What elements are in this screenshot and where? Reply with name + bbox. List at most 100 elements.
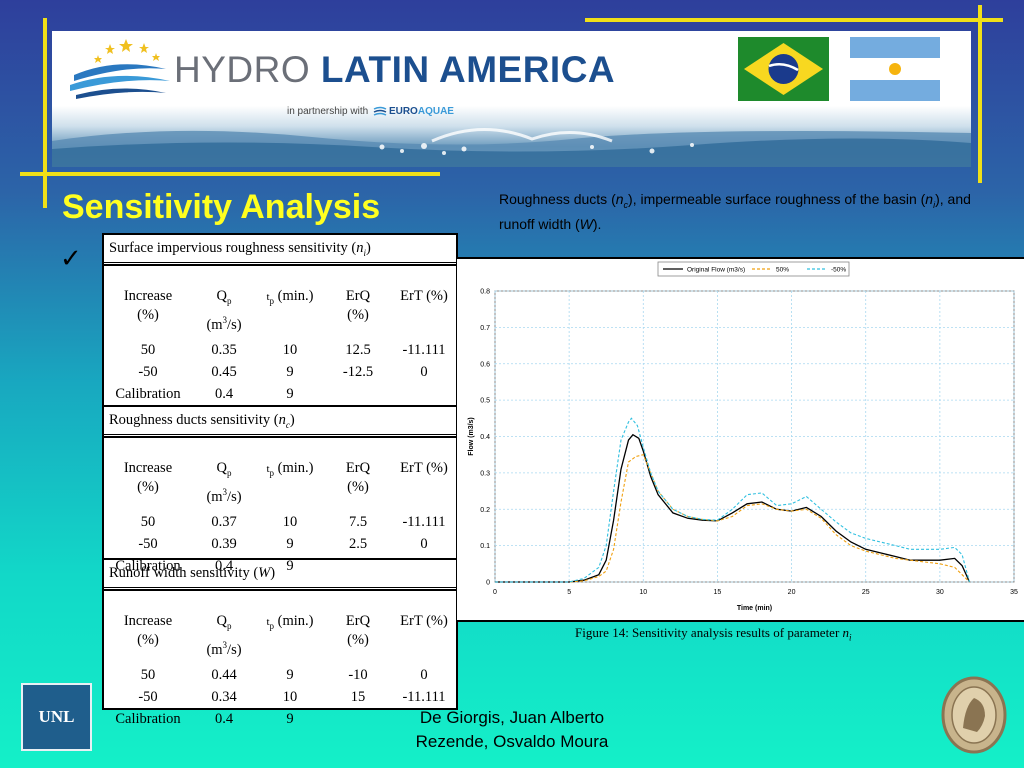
cell-ert: 0 — [420, 364, 428, 380]
cell-qp: 0.4 — [214, 386, 234, 402]
qp-symbol: Q — [216, 288, 227, 304]
col-header-unit: (m3/s) — [192, 483, 256, 507]
col-header-ert: ErT (%) — [392, 287, 456, 306]
qp-unit: (m — [206, 488, 223, 505]
tp-subscript: p — [269, 295, 275, 306]
y-tick-label: 0.2 — [480, 507, 490, 514]
section-title-close: ) — [270, 565, 276, 581]
col-header-erq: ErQ (%) — [324, 287, 392, 325]
qp-symbol: Q — [216, 460, 227, 476]
qp-superscript: 3 — [222, 639, 228, 650]
col-header-text: ErT (%) — [400, 613, 448, 629]
frame-line-left — [43, 18, 47, 208]
cell-tp: 10 — [282, 689, 298, 705]
partner-text: in partnership with EUROAQUAE — [287, 106, 454, 117]
x-tick-label: 0 — [493, 589, 497, 596]
col-header-unit: (%) — [347, 307, 369, 323]
col-header-increase: Increase (%) — [104, 612, 192, 650]
qp-unit: (m — [206, 641, 223, 658]
series-line-1 — [495, 454, 970, 583]
table-rule — [104, 589, 456, 591]
cell-erq: 7.5 — [348, 514, 368, 530]
legend-label: -50% — [831, 267, 846, 274]
cell-tp: 9 — [286, 386, 294, 402]
caption-param: n — [842, 625, 850, 640]
table-row: Calibration 0.4 9 — [104, 708, 456, 730]
col-header-text: Qp — [192, 459, 256, 483]
x-tick-label: 20 — [788, 589, 796, 596]
table-row: -50 0.39 9 2.5 0 — [104, 533, 456, 555]
qp-symbol: Q — [216, 613, 227, 629]
section-title-close: ) — [289, 412, 295, 428]
cell-ert: -11.111 — [402, 514, 446, 530]
brazil-flag — [738, 37, 829, 101]
col-header-text: Qp — [192, 287, 256, 311]
cell-increase: 50 — [140, 342, 156, 358]
col-header-unit: (%) — [137, 479, 159, 495]
argentina-flag — [850, 37, 940, 101]
section-title-2: Roughness ducts sensitivity (nc) — [104, 407, 456, 435]
qp-subscript: p — [226, 467, 232, 478]
tp-symbol: t — [266, 463, 270, 475]
tp-subscript: p — [269, 620, 275, 631]
cell-erq: 2.5 — [348, 536, 368, 552]
brand-hydro: HYDRO — [174, 49, 311, 90]
col-header-text: ErT (%) — [400, 460, 448, 476]
x-tick-label: 25 — [862, 589, 870, 596]
tp-unit: (min.) — [274, 460, 314, 476]
col-header-tp: tp (min.) — [256, 612, 324, 636]
partner-label: in partnership with — [287, 106, 369, 117]
flow-chart-svg: 0 5 10 15 20 25 30 35 0 0.1 0.2 0.3 0.4 0.5 0.6 0.7 0.8 T… — [468, 261, 1018, 612]
col-header-qp: Qp (m3/s) — [192, 287, 256, 335]
section-title-text: Roughness ducts sensitivity ( — [109, 412, 279, 428]
table-rule — [104, 405, 456, 407]
table-rule — [104, 264, 456, 266]
section-title-3: Runoff width sensitivity (W) — [104, 560, 456, 588]
table-row: 50 0.44 9 -10 0 — [104, 664, 456, 686]
col-header-unit: (m3/s) — [192, 311, 256, 335]
col-header-unit: (m3/s) — [192, 636, 256, 660]
col-header-text: ErT (%) — [400, 288, 448, 304]
author-2: Rezende, Osvaldo Moura — [415, 732, 609, 751]
col-header-erq: ErQ (%) — [324, 612, 392, 650]
tp-unit: (min.) — [274, 288, 314, 304]
cell-increase: 50 — [140, 514, 156, 530]
section-param: n — [356, 240, 364, 256]
legend-label: Original Flow (m3/s) — [687, 267, 745, 274]
col-header-increase: Increase (%) — [104, 459, 192, 497]
qp-unit-2: /s) — [227, 488, 242, 505]
slide-subtitle: Roughness ducts (nc), impermeable surfac… — [499, 190, 979, 234]
cell-tp: 9 — [286, 667, 294, 683]
figure-caption: Figure 14: Sensitivity analysis results … — [575, 625, 852, 643]
col-header-text: Increase — [123, 613, 173, 629]
col-header-qp: Qp (m3/s) — [192, 612, 256, 660]
y-tick-label: 0.4 — [480, 434, 490, 441]
y-tick-label: 0.1 — [480, 543, 490, 550]
col-header-ert: ErT (%) — [392, 612, 456, 631]
brand-title: HYDRO LATIN AMERICA — [174, 49, 615, 91]
cell-ert: 0 — [420, 536, 428, 552]
col-header-increase: Increase (%) — [104, 287, 192, 325]
partner-euro: EURO — [388, 106, 418, 117]
series-line-0 — [495, 433, 971, 583]
cell-ert: -11.111 — [402, 689, 446, 705]
cell-tp: 9 — [286, 536, 294, 552]
qp-superscript: 3 — [222, 486, 228, 497]
cell-qp: 0.39 — [211, 536, 237, 552]
brazil-flag-icon — [738, 37, 829, 101]
col-header-text: Increase — [123, 460, 173, 476]
hydro-logo-icon — [70, 39, 170, 99]
subtitle-nc-sub: c — [623, 199, 629, 210]
partner-aquae: AQUAE — [417, 106, 454, 117]
frame-line-top — [585, 18, 1003, 22]
cell-erq: -12.5 — [342, 364, 374, 380]
col-header-text: tp (min.) — [256, 287, 324, 311]
water-splash-icon — [52, 127, 971, 167]
col-header-unit: (%) — [137, 307, 159, 323]
cell-increase: Calibration — [115, 386, 181, 402]
col-header-text: Increase — [123, 288, 173, 304]
x-tick-label: 10 — [639, 589, 647, 596]
cell-increase: -50 — [138, 689, 158, 705]
y-axis-label: Flow (m3/s) — [468, 417, 475, 456]
col-header-tp: tp (min.) — [256, 287, 324, 311]
